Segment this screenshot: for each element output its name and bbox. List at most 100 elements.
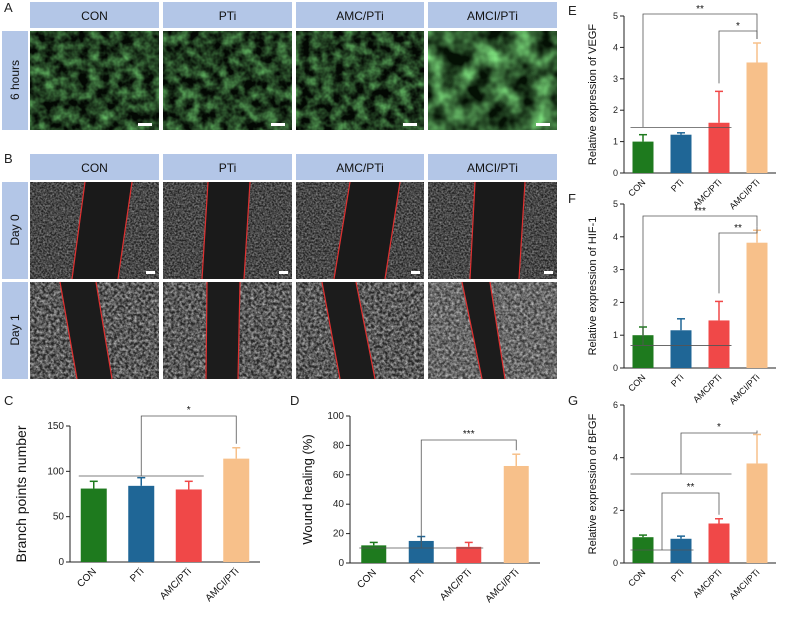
row-label-day-1: Day 1 bbox=[2, 282, 28, 379]
header-pti-a: PTi bbox=[163, 2, 292, 28]
y-tick-label: 50 bbox=[53, 512, 65, 523]
category-label: CON bbox=[355, 567, 379, 591]
bar-pti bbox=[128, 485, 155, 562]
significance-label: * bbox=[187, 405, 191, 416]
bar-amci-pti bbox=[746, 62, 768, 173]
y-tick-label: 40 bbox=[333, 499, 345, 510]
y-axis-label: Relative expression of BFGF bbox=[587, 413, 599, 554]
y-tick-label: 3 bbox=[613, 74, 618, 84]
y-tick-label: 6 bbox=[613, 400, 618, 410]
header-con-b: CON bbox=[30, 154, 159, 180]
y-axis-label: Wound healing (%) bbox=[300, 434, 315, 544]
significance-bracket: *** bbox=[630, 206, 758, 346]
y-tick-label: 0 bbox=[58, 557, 64, 568]
chart-g: 0 2 4 6 Relative expression of BFGF CON PTi AMC… bbox=[587, 400, 776, 601]
significance-label: *** bbox=[694, 206, 706, 217]
chart-d: 0 20 40 60 80 100 Wound healing (%) CON PTi AMC/P… bbox=[300, 411, 540, 605]
y-axis-label: Relative expression of VEGF bbox=[587, 24, 599, 166]
significance-bracket: * bbox=[718, 21, 758, 84]
column-header: CON bbox=[81, 9, 108, 23]
scratch-image-day1-amci bbox=[428, 281, 557, 380]
bar-amci-pti bbox=[746, 242, 768, 368]
category-label: PTi bbox=[408, 567, 426, 585]
category-label: PTi bbox=[669, 567, 685, 583]
bar-amc-pti bbox=[456, 546, 482, 563]
panel-letter-f: F bbox=[568, 191, 576, 206]
bar-pti bbox=[670, 134, 692, 173]
y-tick-label: 2 bbox=[613, 105, 618, 115]
column-header: AMC/PTi bbox=[336, 9, 384, 23]
bar-pti bbox=[670, 538, 692, 563]
column-header: PTi bbox=[219, 161, 237, 175]
y-tick-label: 4 bbox=[613, 453, 618, 463]
y-tick-label: 2 bbox=[613, 297, 618, 307]
panel-letter-b: B bbox=[4, 151, 13, 166]
y-tick-label: 3 bbox=[613, 265, 618, 275]
tube-formation-image-amc bbox=[296, 31, 424, 130]
y-axis-label: Branch points number bbox=[13, 425, 29, 562]
column-header: AMCI/PTi bbox=[467, 9, 518, 23]
y-tick-label: 5 bbox=[613, 11, 618, 21]
y-tick-label: 0 bbox=[613, 363, 618, 373]
header-pti-b: PTi bbox=[163, 154, 292, 180]
header-amc-b: AMC/PTi bbox=[296, 154, 424, 180]
significance-label: *** bbox=[463, 429, 475, 440]
y-tick-label: 2 bbox=[613, 505, 618, 515]
bar-con bbox=[361, 545, 387, 563]
row-label-day-0: Day 0 bbox=[2, 182, 28, 279]
y-tick-label: 4 bbox=[613, 232, 618, 242]
significance-label: ** bbox=[687, 482, 695, 493]
bar-amc-pti bbox=[708, 523, 730, 563]
y-tick-label: 5 bbox=[613, 199, 618, 209]
header-amc-a: AMC/PTi bbox=[296, 2, 424, 28]
panel-letter-c: C bbox=[4, 393, 13, 408]
panel-letter-a: A bbox=[4, 0, 13, 15]
scratch-image-day0-amc bbox=[296, 181, 424, 280]
svg-text:Day 1: Day 1 bbox=[8, 314, 22, 346]
header-amci-b: AMCI/PTi bbox=[428, 154, 557, 180]
category-label: PTi bbox=[669, 177, 685, 193]
bar-amci-pti bbox=[223, 458, 250, 562]
category-label: AMCI/PTi bbox=[484, 567, 522, 605]
significance-bracket: * bbox=[630, 422, 758, 475]
y-tick-label: 1 bbox=[613, 330, 618, 340]
scratch-image-day0-amci bbox=[428, 181, 557, 280]
row-label-6-hours: 6 hours bbox=[2, 31, 28, 130]
tube-formation-image-pti bbox=[163, 31, 292, 130]
significance-label: * bbox=[736, 21, 740, 32]
bar-amci-pti bbox=[746, 463, 768, 563]
category-label: AMC/PTi bbox=[691, 177, 723, 209]
category-label: AMC/PTi bbox=[438, 567, 474, 603]
header-amci-a: AMCI/PTi bbox=[428, 2, 557, 28]
scratch-image-day1-pti bbox=[163, 281, 292, 380]
significance-bracket: ** bbox=[630, 4, 758, 128]
svg-text:Day 0: Day 0 bbox=[8, 214, 22, 246]
chart-c: 0 50 100 150 Branch points number CON PTi AMC/P… bbox=[13, 405, 260, 604]
category-label: AMCI/PTi bbox=[727, 372, 761, 406]
scratch-image-day0-pti bbox=[163, 181, 292, 280]
tube-formation-image-con bbox=[30, 31, 159, 130]
y-tick-label: 0 bbox=[338, 558, 344, 569]
bar-amci-pti bbox=[503, 465, 529, 563]
significance-label: ** bbox=[696, 4, 704, 15]
significance-label: ** bbox=[734, 223, 742, 234]
y-tick-label: 100 bbox=[327, 411, 344, 422]
y-axis-label: Relative expression of HIF-1 bbox=[587, 217, 599, 356]
column-header: CON bbox=[81, 161, 108, 175]
scratch-image-day1-amc bbox=[296, 281, 424, 380]
significance-bracket: ** bbox=[630, 482, 720, 551]
y-tick-label: 1 bbox=[613, 137, 618, 147]
y-tick-label: 0 bbox=[613, 558, 618, 568]
bar-con bbox=[80, 488, 107, 562]
bar-pti bbox=[408, 540, 434, 563]
y-tick-label: 4 bbox=[613, 42, 618, 52]
category-label: PTi bbox=[669, 372, 685, 388]
category-label: AMCI/PTi bbox=[727, 177, 761, 211]
svg-text:6 hours: 6 hours bbox=[8, 60, 22, 100]
significance-label: * bbox=[717, 422, 721, 433]
significance-bracket: ** bbox=[718, 223, 758, 294]
bar-con bbox=[632, 335, 654, 368]
column-header: AMC/PTi bbox=[336, 161, 384, 175]
